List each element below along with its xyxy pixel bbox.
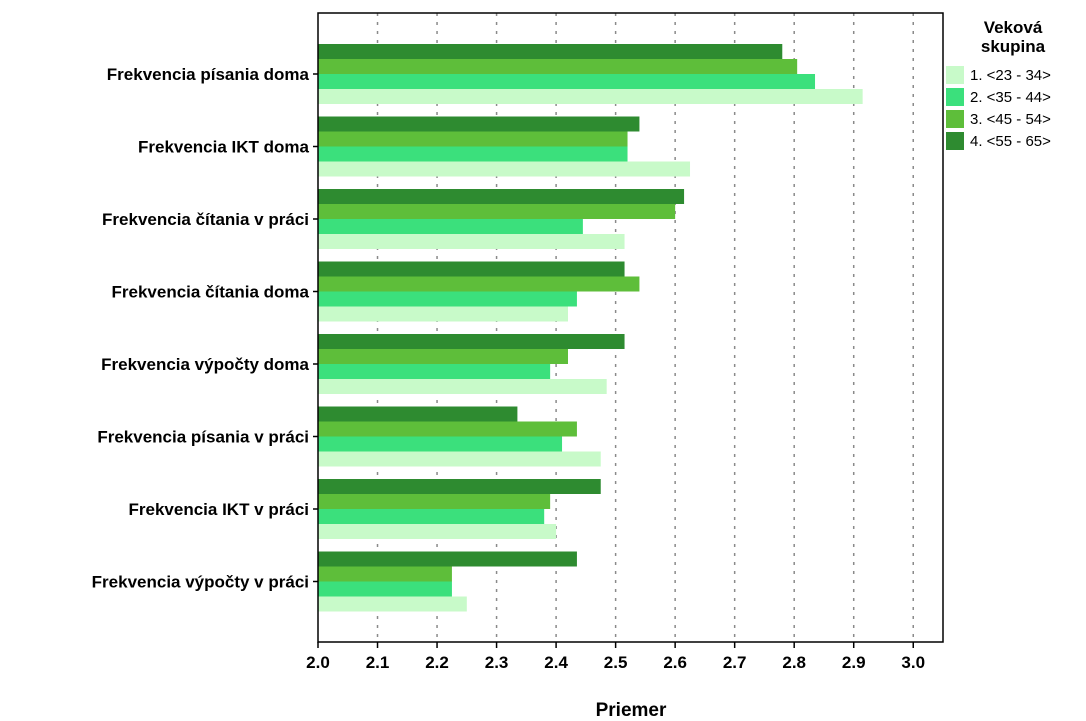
bar <box>318 219 583 234</box>
bar <box>318 89 863 104</box>
x-tick-label: 2.4 <box>544 653 568 672</box>
bar <box>318 349 568 364</box>
gridlines <box>376 13 914 642</box>
y-axis: Frekvencia písania doma Frekvencia IKT do… <box>92 65 318 592</box>
bar <box>318 131 628 147</box>
bar <box>318 306 568 322</box>
bar <box>318 551 577 567</box>
x-tick-label: 2.9 <box>842 653 866 672</box>
bar <box>318 524 557 539</box>
category-label: Frekvencia výpočty v práci <box>92 573 309 592</box>
x-axis: 2.0 2.1 2.2 2.3 2.4 2.5 2.6 2.7 2.8 2.9 3.0 <box>306 642 925 672</box>
bar <box>318 479 601 494</box>
x-tick-label: 2.2 <box>425 653 449 672</box>
x-tick-label: 2.8 <box>782 653 806 672</box>
legend-swatch <box>946 110 964 128</box>
legend-title: Veková <box>984 18 1043 37</box>
bar <box>318 494 551 509</box>
bar <box>318 204 676 219</box>
bar <box>318 116 640 132</box>
category-label: Frekvencia IKT doma <box>138 138 310 157</box>
bar <box>318 161 691 177</box>
bar <box>318 44 783 59</box>
category-label: Frekvencia výpočty doma <box>101 355 309 374</box>
bar <box>318 596 467 612</box>
x-tick-label: 2.6 <box>663 653 687 672</box>
bar <box>318 234 625 249</box>
legend-swatch <box>946 66 964 84</box>
legend-label: 3. <45 - 54> <box>970 111 1051 128</box>
x-tick-label: 3.0 <box>901 653 925 672</box>
x-tick-label: 2.3 <box>485 653 509 672</box>
bar <box>318 406 518 422</box>
category-label: Frekvencia čítania v práci <box>102 210 309 229</box>
legend-label: 4. <55 - 65> <box>970 133 1051 150</box>
x-tick-label: 2.1 <box>366 653 390 672</box>
legend-label: 1. <23 - 34> <box>970 67 1051 84</box>
bar <box>318 581 452 597</box>
legend-label: 2. <35 - 44> <box>970 89 1051 106</box>
legend-title: skupina <box>981 37 1046 56</box>
bar <box>318 451 601 467</box>
bar <box>318 276 640 292</box>
plot-frame <box>317 12 944 643</box>
bar <box>318 334 625 349</box>
bar <box>318 291 577 307</box>
bar <box>318 189 685 204</box>
bar <box>318 364 551 379</box>
bar <box>318 146 628 162</box>
legend-swatch <box>946 88 964 106</box>
bar <box>318 379 607 394</box>
bar <box>318 566 452 582</box>
x-tick-label: 2.0 <box>306 653 330 672</box>
category-label: Frekvencia čítania doma <box>112 283 310 302</box>
bars <box>318 44 863 612</box>
x-tick-label: 2.7 <box>723 653 747 672</box>
bar <box>318 59 798 74</box>
x-tick-label: 2.5 <box>604 653 628 672</box>
bar <box>318 74 816 89</box>
category-label: Frekvencia písania doma <box>107 65 310 84</box>
bar <box>318 421 577 437</box>
bar <box>318 509 545 524</box>
bar <box>318 436 563 452</box>
legend-swatch <box>946 132 964 150</box>
bar <box>318 261 625 277</box>
x-axis-title: Priemer <box>596 700 667 721</box>
category-label: Frekvencia písania v práci <box>97 428 309 447</box>
category-label: Frekvencia IKT v práci <box>129 500 309 519</box>
